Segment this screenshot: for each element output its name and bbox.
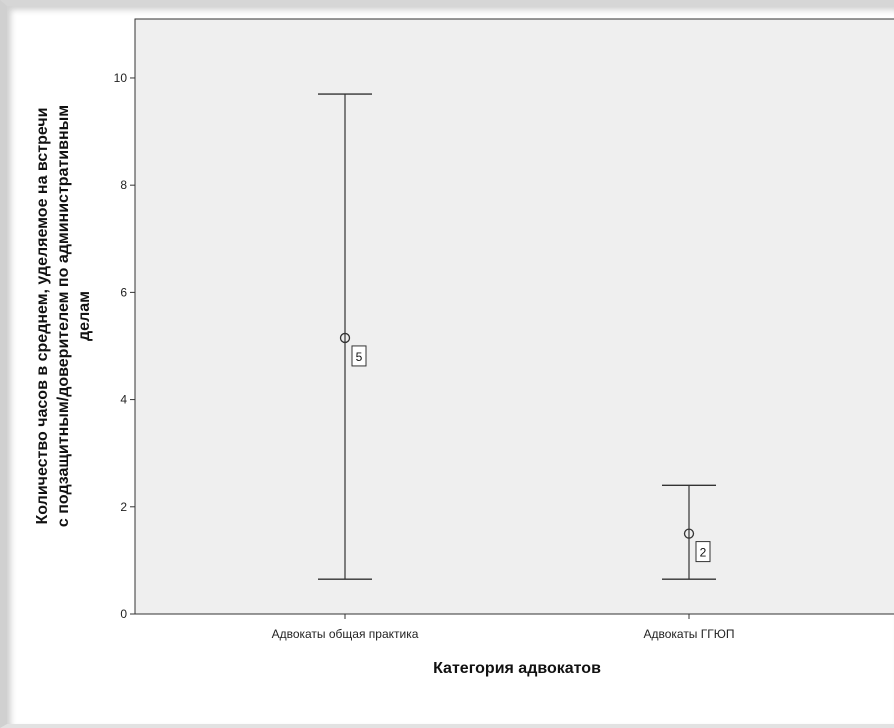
plot-area bbox=[134, 18, 894, 615]
error-bars: 52 bbox=[318, 93, 716, 580]
y-ticks: 0 2 4 6 8 10 bbox=[114, 71, 135, 621]
y-axis-title-line: делам bbox=[76, 291, 93, 341]
error-bar: 2 bbox=[662, 484, 716, 580]
y-tick-label: 2 bbox=[120, 500, 127, 514]
n-label-box bbox=[351, 345, 367, 367]
n-label: 5 bbox=[356, 350, 363, 364]
x-ticks: Адвокаты общая практика Адвокаты ГГЮП bbox=[272, 614, 735, 641]
y-tick-label: 6 bbox=[120, 285, 127, 299]
y-axis-title: Количество часов в среднем, уделяемое на… bbox=[34, 105, 93, 527]
error-bar: 5 bbox=[318, 93, 372, 580]
x-axis-title: Категория адвокатов bbox=[433, 660, 601, 677]
y-tick-label: 0 bbox=[120, 607, 127, 621]
n-label-box bbox=[695, 541, 711, 563]
x-tick-label: Адвокаты ГГЮП bbox=[643, 627, 734, 641]
y-tick-label: 10 bbox=[114, 71, 128, 85]
y-axis-title-line: с подзащитным/доверителем по администрат… bbox=[55, 105, 72, 527]
mean-marker bbox=[683, 528, 695, 539]
y-axis-title-line: Количество часов в среднем, уделяемое на… bbox=[34, 108, 51, 525]
y-tick-label: 4 bbox=[120, 393, 127, 407]
n-label: 2 bbox=[700, 546, 707, 560]
x-tick-label: Адвокаты общая практика bbox=[272, 627, 419, 641]
mean-marker bbox=[339, 332, 351, 344]
y-tick-label: 8 bbox=[120, 178, 127, 192]
